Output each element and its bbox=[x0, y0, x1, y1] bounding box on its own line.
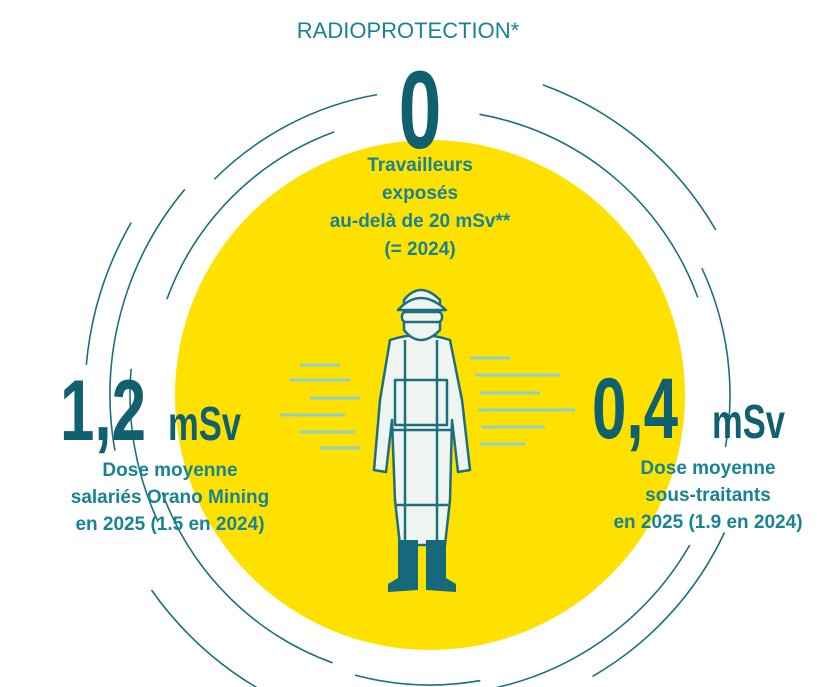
arc bbox=[166, 131, 335, 300]
right-caption: Dose moyenne bbox=[640, 458, 775, 479]
arc bbox=[495, 544, 691, 687]
left-unit: mSv bbox=[168, 396, 242, 450]
arc bbox=[109, 188, 186, 451]
arc bbox=[213, 93, 378, 180]
left-value: 1,2 bbox=[60, 362, 146, 458]
worker bbox=[372, 288, 472, 592]
left-caption: Dose moyenne bbox=[102, 460, 237, 481]
speed-lines bbox=[280, 356, 575, 450]
arcs bbox=[85, 84, 731, 687]
arc bbox=[542, 84, 717, 231]
left-caption: salariés Orano Mining bbox=[71, 487, 270, 508]
right-caption: en 2025 (1.9 en 2024) bbox=[613, 512, 802, 533]
top-caption: au-delà de 20 mSv** bbox=[330, 211, 511, 232]
arc bbox=[354, 674, 481, 686]
arc bbox=[85, 222, 132, 366]
arc bbox=[161, 492, 333, 664]
title: RADIOPROTECTION* bbox=[297, 18, 520, 43]
right-unit: mSv bbox=[712, 394, 786, 448]
top-caption: exposés bbox=[382, 183, 458, 204]
top-caption: (= 2024) bbox=[384, 239, 455, 260]
arc bbox=[592, 532, 726, 678]
arc bbox=[479, 113, 699, 298]
arc bbox=[150, 589, 258, 687]
top-caption: Travailleurs bbox=[367, 155, 473, 176]
top-value: 0 bbox=[399, 50, 442, 173]
left-caption: en 2025 (1.5 en 2024) bbox=[75, 514, 264, 535]
arc bbox=[129, 368, 159, 523]
right-caption: sous-traitants bbox=[645, 485, 771, 506]
arc bbox=[701, 267, 731, 448]
right-value: 0,4 bbox=[592, 360, 678, 456]
